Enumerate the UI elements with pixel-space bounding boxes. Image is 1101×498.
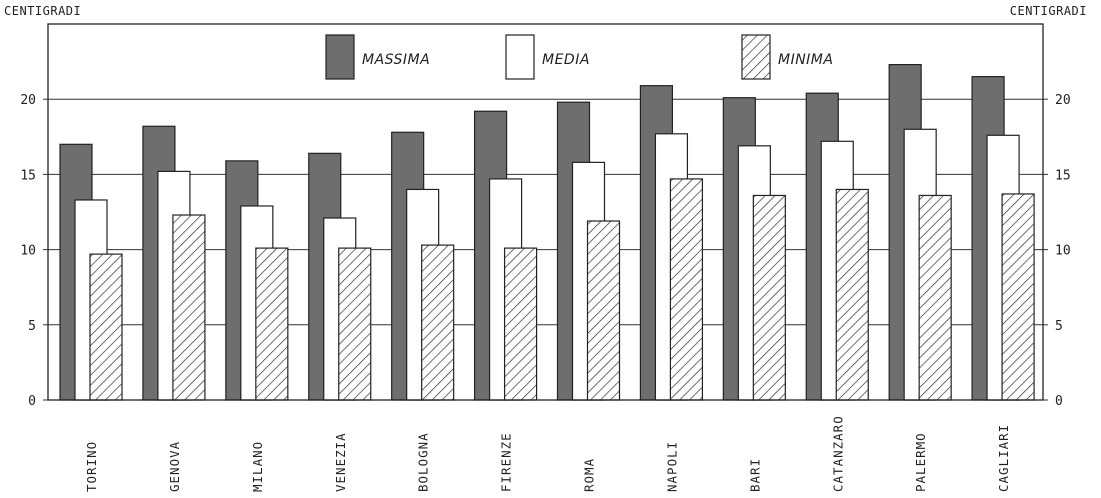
category-label: MILANO [250, 441, 265, 492]
category-label: FIRENZE [499, 432, 514, 492]
y-axis-label-right: CENTIGRADI [1009, 4, 1087, 18]
plot-frame [43, 23, 1048, 401]
legend-label-massima: MASSIMA [362, 52, 430, 68]
category-labels: TORINO GENOVA MILANO VENEZIA BOLOGNA FIRENZE R… [84, 415, 1011, 492]
bar-minima [255, 247, 289, 401]
category-label: TORINO [84, 441, 99, 492]
category-label: BARI [747, 458, 762, 492]
bar-minima [338, 247, 372, 401]
y-tick-label-left: 10 [20, 244, 36, 259]
plot-border [47, 23, 1044, 401]
bar-minima [835, 188, 869, 401]
bar-minima [669, 178, 704, 401]
y-tick-label-right: 10 [1055, 244, 1071, 259]
category-label: BOLOGNA [416, 432, 431, 492]
category-label: PALERMO [913, 432, 928, 492]
bar-minima [1001, 193, 1035, 401]
category-label: GENOVA [167, 441, 182, 492]
bar-minima [89, 253, 123, 401]
legend-label-minima: MINIMA [778, 52, 833, 68]
y-tick-label-left: 15 [20, 168, 36, 183]
tick-labels: 0 0 5 5 10 10 15 15 20 20 [20, 93, 1070, 409]
grid [48, 98, 1043, 326]
y-tick-label-right: 15 [1055, 168, 1071, 183]
legend: MASSIMA MEDIA MINIMA [325, 34, 833, 80]
legend-swatch-massima [325, 34, 355, 80]
legend-swatch-media [505, 34, 535, 80]
bar-minima [421, 244, 455, 401]
bar-minima [172, 214, 206, 401]
y-tick-label-left: 0 [28, 394, 36, 409]
y-tick-label-left: 5 [28, 319, 36, 334]
y-axis-label-left: CENTIGRADI [4, 4, 82, 18]
category-label: ROMA [582, 458, 597, 492]
category-label: CAGLIARI [996, 424, 1011, 492]
legend-label-media: MEDIA [542, 52, 590, 68]
y-tick-label-right: 0 [1055, 394, 1063, 409]
category-label: NAPOLI [664, 441, 679, 492]
bar-minima [503, 247, 538, 401]
bars [59, 64, 1035, 401]
legend-swatch-minima [741, 34, 771, 80]
y-tick-label-right: 5 [1055, 319, 1063, 334]
bar-minima [586, 220, 621, 401]
bar-minima [752, 194, 786, 401]
y-tick-label-left: 20 [20, 93, 36, 108]
category-label: CATANZARO [830, 415, 845, 492]
bar-minima [918, 194, 952, 401]
category-label: VENEZIA [333, 432, 348, 492]
y-tick-label-right: 20 [1055, 93, 1071, 108]
